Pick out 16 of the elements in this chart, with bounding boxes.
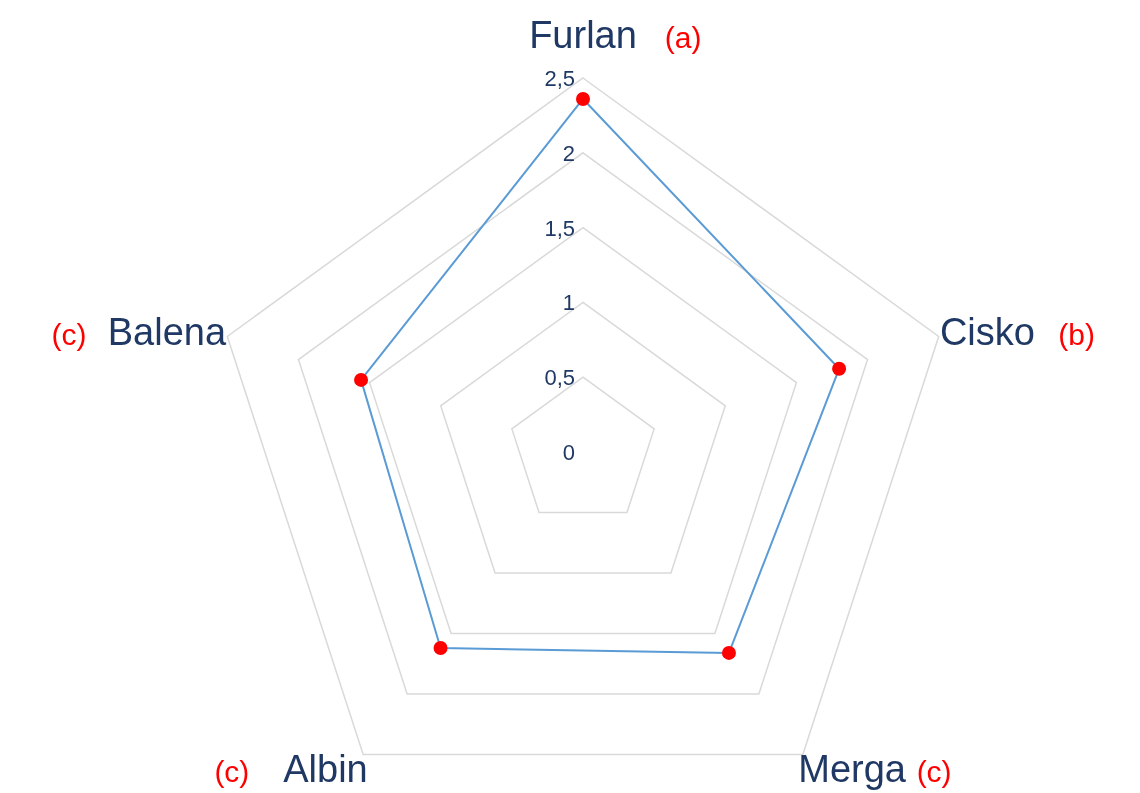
spoke-label: Furlan <box>529 14 637 56</box>
text: (c) <box>916 754 952 788</box>
spoke-label: Balena <box>107 311 227 354</box>
y-tick-label: 0 <box>562 440 575 465</box>
text: (c) <box>51 318 87 352</box>
y-tick-label: 0,5 <box>544 365 575 391</box>
spoke-label: Albin <box>283 747 368 790</box>
y-tick-label: 2 <box>562 140 575 166</box>
text: (c) <box>214 754 250 788</box>
text: (a) <box>664 21 702 54</box>
spoke-label: Merga <box>798 747 907 790</box>
spoke-label: Cisko <box>939 311 1035 354</box>
y-tick-label: 1,5 <box>544 215 575 241</box>
text: (b) <box>1058 318 1095 352</box>
y-tick-label: 1 <box>562 290 575 316</box>
y-tick-label: 2,5 <box>544 66 575 91</box>
